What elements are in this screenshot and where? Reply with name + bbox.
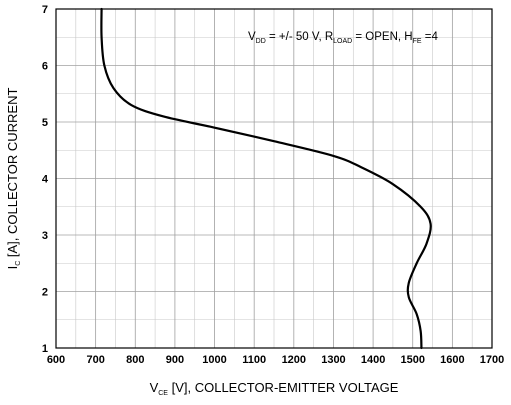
x-tick-label: 600 [47, 354, 65, 366]
x-tick-labels: 600 700 800 900 1000 1100 1200 1300 1400 1500 1600… [47, 354, 504, 366]
x-tick-label: 900 [166, 354, 184, 366]
y-axis-label-subscript: C [15, 261, 22, 266]
annotation-subscript: FE [413, 38, 422, 45]
test-conditions-annotation: VDD = +/- 50 V, RLOAD = OPEN, HFE =4 [248, 31, 438, 45]
annotation-text: = OPEN, H [352, 31, 412, 43]
x-axis-label-symbol: V [150, 380, 159, 395]
x-axis-label: VCE [V], COLLECTOR-EMITTER VOLTAGE [150, 380, 399, 397]
x-tick-label: 1400 [361, 354, 385, 366]
y-tick-label: 3 [42, 230, 48, 242]
annotation-text: =4 [422, 31, 439, 43]
annotation-subscript: DD [256, 38, 266, 45]
y-axis-label-symbol: I [5, 266, 20, 270]
series-layer [100, 7, 432, 350]
y-tick-labels: 1 2 3 4 5 6 7 [42, 4, 49, 355]
x-axis-label-subscript: CE [158, 390, 168, 397]
y-tick-label: 4 [42, 174, 49, 186]
plot-frame [55, 8, 493, 349]
y-axis-label-text: [A], COLLECTOR CURRENT [5, 88, 20, 261]
y-tick-label: 2 [42, 287, 48, 299]
x-tick-label: 1600 [440, 354, 464, 366]
x-tick-label: 1700 [480, 354, 504, 366]
annotation-text: = +/- 50 V, R [266, 31, 333, 43]
x-tick-label: 1500 [400, 354, 424, 366]
y-axis-label: IC [A], COLLECTOR CURRENT [5, 88, 22, 270]
y-tick-label: 1 [42, 343, 48, 355]
annotation-subscript: LOAD [333, 38, 352, 45]
x-tick-label: 800 [126, 354, 144, 366]
y-tick-label: 5 [42, 117, 48, 129]
x-tick-label: 700 [86, 354, 104, 366]
y-tick-label: 6 [42, 61, 48, 73]
x-tick-label: 1100 [242, 354, 266, 366]
x-axis-label-text: [V], COLLECTOR-EMITTER VOLTAGE [168, 380, 399, 395]
x-tick-label: 1300 [321, 354, 345, 366]
x-tick-label: 1200 [282, 354, 306, 366]
series-line [100, 7, 432, 350]
y-tick-label: 7 [42, 4, 48, 16]
annotation-text: V [248, 31, 256, 43]
x-tick-label: 1000 [202, 354, 226, 366]
